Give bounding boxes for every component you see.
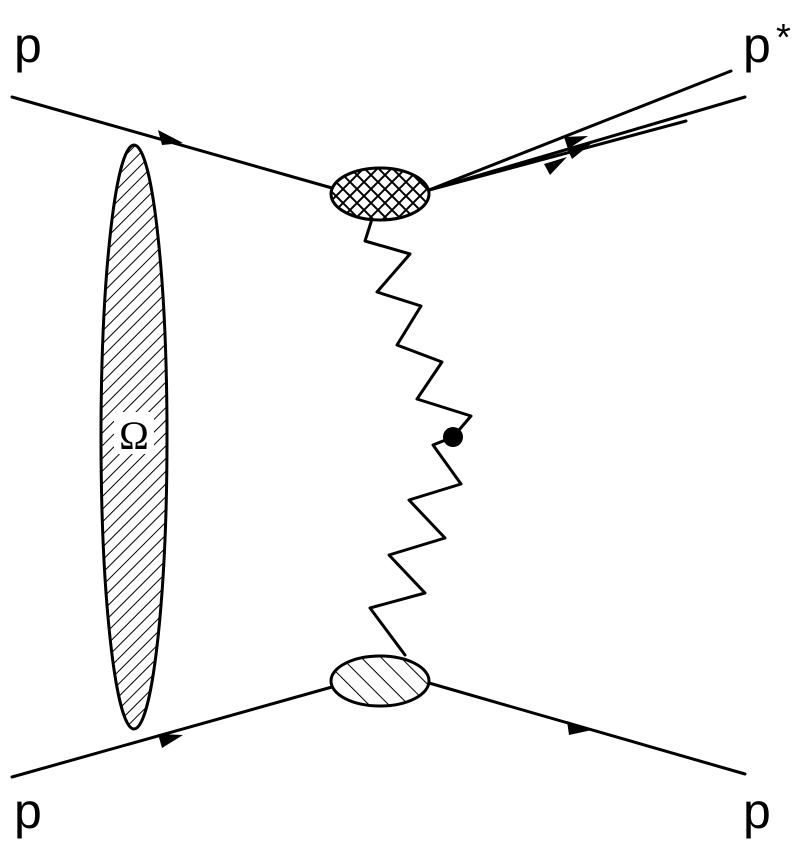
exchange-zigzag-line: [363, 217, 473, 657]
label-top-right-superscript: *: [776, 17, 791, 59]
omega-label: Ω: [119, 413, 149, 458]
omega-blob: [99, 143, 169, 731]
label-top-right-proton: p: [743, 17, 771, 73]
label-bottom-left-proton: p: [14, 783, 42, 839]
incoming-proton-top-line: [10, 95, 334, 190]
arrow-icon: [544, 157, 567, 175]
arrow-icon: [567, 721, 592, 735]
outgoing-dissociated-proton-lines: [427, 69, 747, 192]
arrow-icon: [158, 734, 183, 748]
bottom-vertex-blob: [329, 654, 431, 708]
arrow-icon: [564, 136, 588, 149]
outgoing-proton-bottom-line: [427, 681, 747, 776]
top-vertex-blob: [329, 166, 431, 222]
central-vertex-dot: [443, 427, 463, 447]
arrow-icon: [158, 130, 183, 145]
label-bottom-right-proton: p: [743, 783, 771, 839]
label-top-left-proton: p: [14, 17, 42, 73]
arrow-icon: [567, 143, 592, 159]
incoming-proton-bottom-line: [10, 685, 334, 779]
